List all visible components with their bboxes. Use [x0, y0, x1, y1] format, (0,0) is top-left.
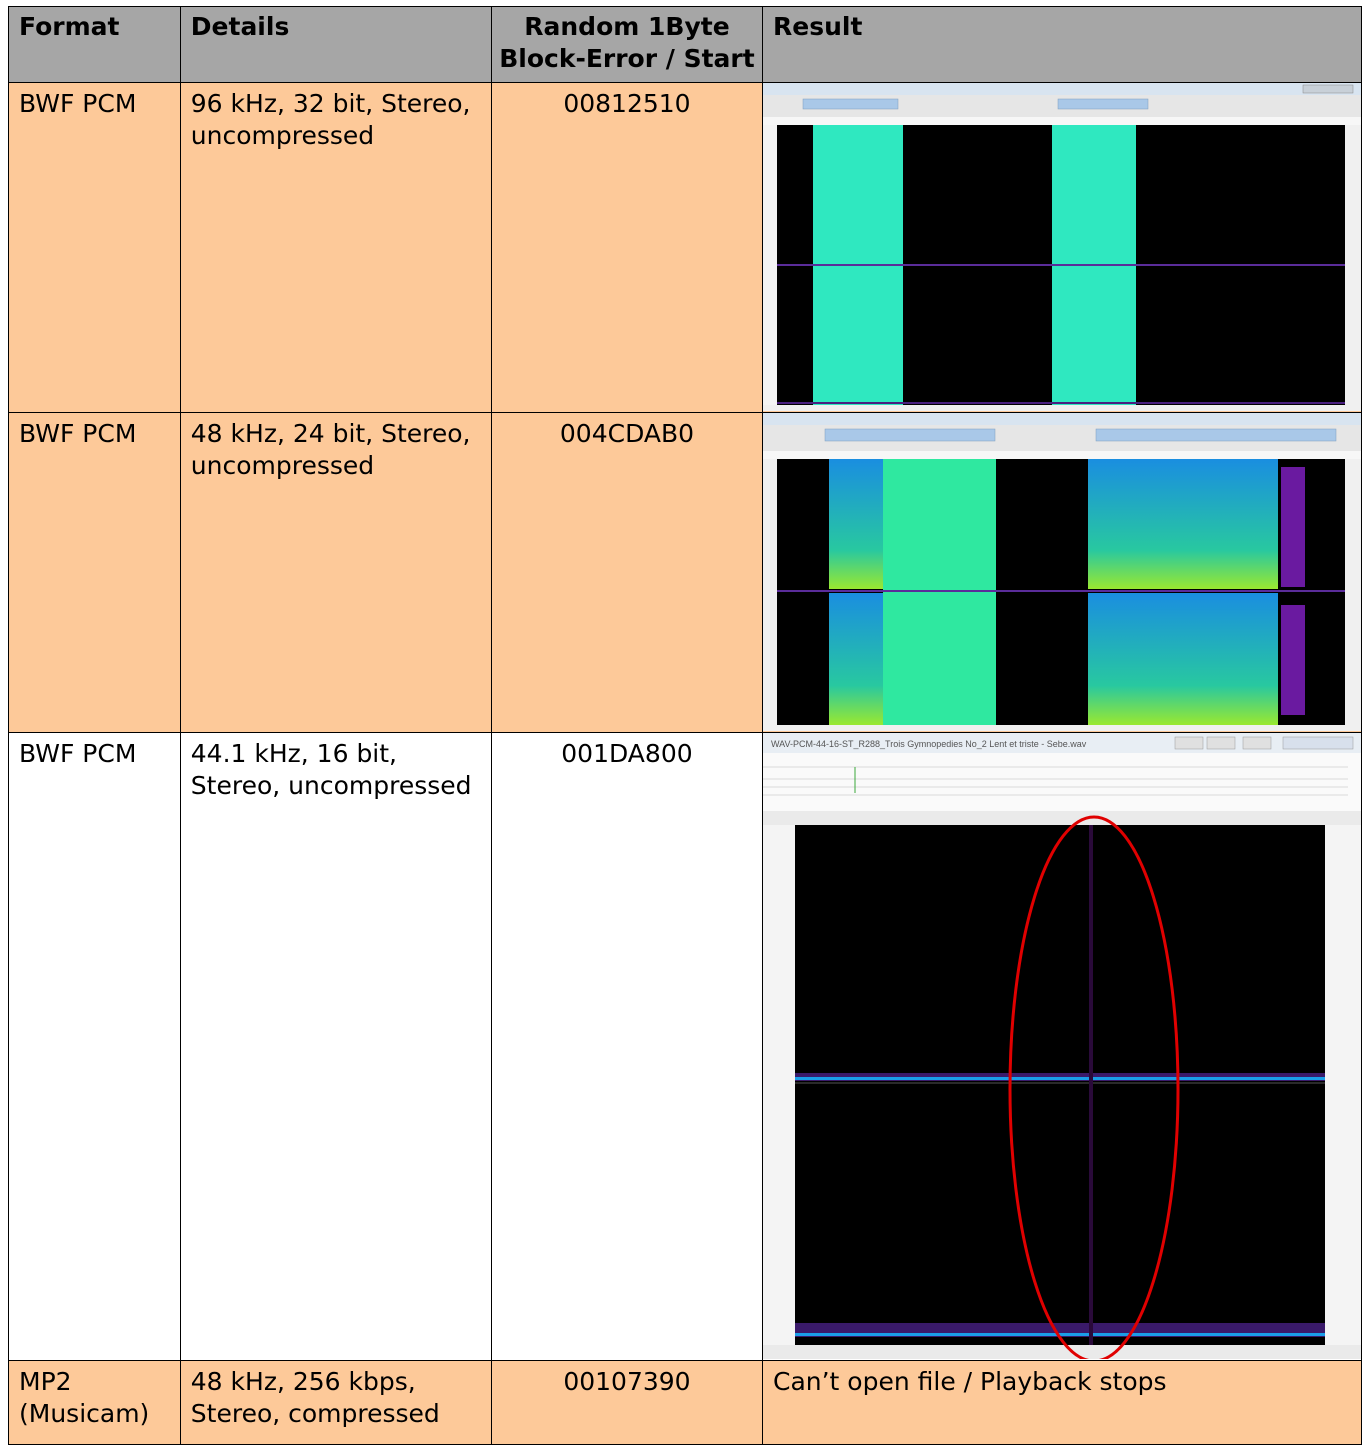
window-title: WAV-PCM-44-16-ST_R288_Trois Gymnopedies … — [771, 739, 1087, 749]
error-start-cell: 001DA800 — [490, 732, 763, 1361]
table-row: MP2 (Musicam) 48 kHz, 256 kbps, Stereo, … — [8, 1360, 1362, 1445]
result-cell: Can’t open file / Playback stops — [761, 1360, 1362, 1445]
details-cell: 96 kHz, 32 bit, Stereo, uncompressed — [179, 82, 492, 413]
error-start-cell: 00812510 — [490, 82, 763, 413]
table-row: BWF PCM 48 kHz, 24 bit, Stereo, uncompre… — [8, 412, 1362, 733]
header-error-line1: Random 1Byte — [524, 12, 730, 41]
spectrogram-screenshot — [762, 83, 1361, 411]
header-format: Format — [8, 6, 181, 83]
result-screenshot-cell: WAV-PCM-44-16-ST_R288_Trois Gymnopedies … — [761, 732, 1362, 1361]
header-error: Random 1Byte Block-Error / Start — [490, 6, 763, 83]
table-row: BWF PCM 96 kHz, 32 bit, Stereo, uncompre… — [8, 82, 1362, 413]
result-screenshot-cell — [761, 412, 1362, 733]
highlight-ellipse — [1008, 815, 1180, 1359]
format-cell: BWF PCM — [8, 82, 181, 413]
header-details: Details — [179, 6, 492, 83]
details-cell: 48 kHz, 24 bit, Stereo, uncompressed — [179, 412, 492, 733]
details-cell: 48 kHz, 256 kbps, Stereo, compressed — [179, 1360, 492, 1445]
format-cell: BWF PCM — [8, 732, 181, 1361]
error-start-cell: 004CDAB0 — [490, 412, 763, 733]
spectrogram-screenshot — [762, 413, 1361, 731]
result-screenshot-cell — [761, 82, 1362, 413]
table-row: BWF PCM 44.1 kHz, 16 bit, Stereo, uncomp… — [8, 732, 1362, 1361]
spectrogram-screenshot: WAV-PCM-44-16-ST_R288_Trois Gymnopedies … — [762, 733, 1361, 1359]
results-table: Format Details Random 1Byte Block-Error … — [8, 6, 1362, 1445]
format-cell: MP2 (Musicam) — [8, 1360, 181, 1445]
details-cell: 44.1 kHz, 16 bit, Stereo, uncompressed — [179, 732, 492, 1361]
header-result: Result — [761, 6, 1362, 83]
format-cell: BWF PCM — [8, 412, 181, 733]
header-row: Format Details Random 1Byte Block-Error … — [8, 6, 1362, 83]
header-error-line2: Block-Error / Start — [499, 44, 755, 73]
error-start-cell: 00107390 — [490, 1360, 763, 1445]
